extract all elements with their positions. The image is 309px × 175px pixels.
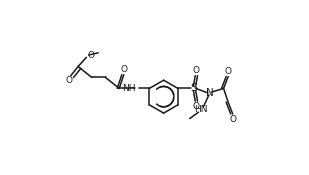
Text: NH: NH — [122, 84, 136, 93]
Text: S: S — [190, 83, 197, 93]
Text: N: N — [206, 88, 214, 98]
Text: O: O — [120, 65, 127, 74]
Text: O: O — [225, 67, 232, 76]
Text: O: O — [193, 66, 200, 75]
Text: O: O — [193, 102, 200, 111]
Text: HN: HN — [194, 105, 207, 114]
Text: O: O — [87, 51, 94, 61]
Text: O: O — [229, 114, 236, 124]
Text: O: O — [66, 76, 73, 85]
